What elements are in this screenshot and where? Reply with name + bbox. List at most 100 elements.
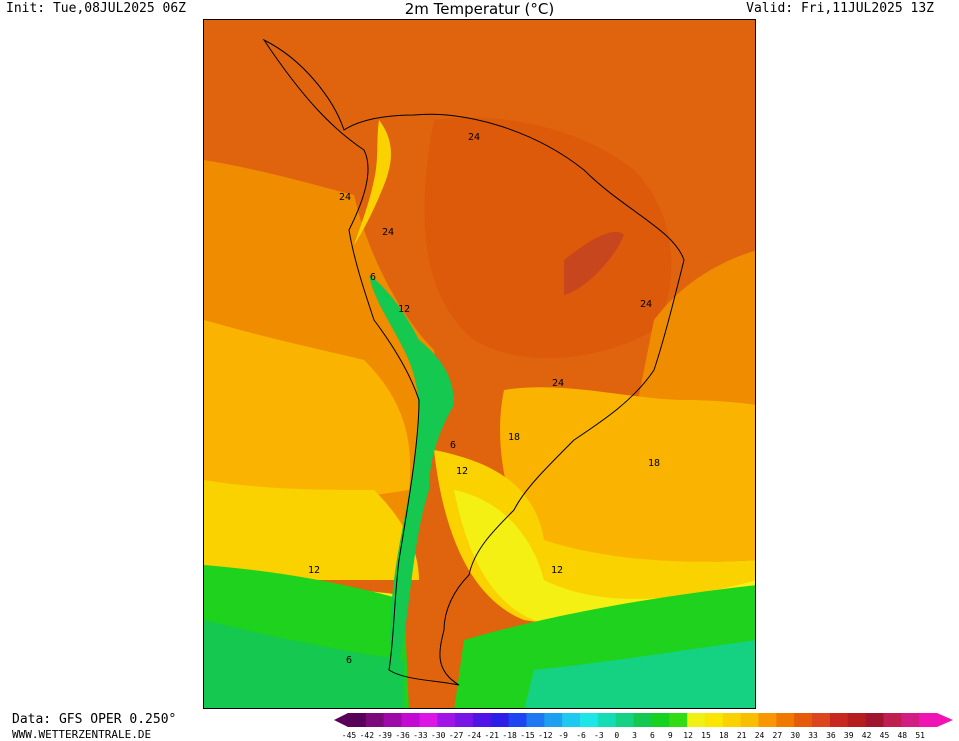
zone-3-east	[524, 640, 755, 708]
legend-swatch	[508, 713, 527, 727]
contour-label: 24	[468, 132, 480, 143]
legend-swatch	[348, 713, 367, 727]
contour-label: 24	[552, 378, 564, 389]
color-legend: -45 -42 -39 -36 -33 -30 -27 -24 -21 -18 -15 -12 -9 -6…	[334, 713, 953, 740]
legend-tick-label: -24	[467, 731, 482, 740]
legend-swatch	[544, 713, 563, 727]
legend-tick-label: -36	[395, 731, 410, 740]
legend-tick-label: -18	[502, 731, 517, 740]
legend-swatch	[883, 713, 902, 727]
legend-swatch	[669, 713, 688, 727]
legend-tick-label: -45	[342, 731, 357, 740]
zone-21-east	[500, 387, 755, 563]
legend-swatch	[383, 713, 403, 727]
site-url: WWW.WETTERZENTRALE.DE	[12, 728, 152, 741]
legend-swatch	[740, 713, 760, 727]
legend-tick-label: 0	[614, 731, 619, 740]
zone-18-west	[204, 480, 419, 580]
legend-tick-label: -6	[576, 731, 586, 740]
legend-tick-label: 21	[737, 731, 747, 740]
legend-tick-label: 42	[862, 731, 872, 740]
temperature-map: 24 24 24 6 12 24 24 18 6 12 18 12 12 6	[203, 19, 756, 709]
legend-swatch	[580, 713, 599, 727]
legend-tick-label: 3	[632, 731, 637, 740]
legend-swatch	[490, 713, 510, 727]
legend-tick-label: 45	[880, 731, 890, 740]
legend-tick-label: -3	[594, 731, 604, 740]
legend-swatch	[722, 713, 742, 727]
andes-north	[354, 120, 391, 245]
legend-tick-label: 9	[668, 731, 673, 740]
continent-outline	[262, 38, 685, 686]
legend-swatch	[437, 713, 456, 727]
zone-30	[564, 231, 624, 295]
legend-tick-label: -39	[377, 731, 392, 740]
legend-swatches	[334, 713, 953, 727]
legend-swatch	[829, 713, 849, 727]
legend-tick-label: 27	[773, 731, 783, 740]
legend-swatch	[812, 713, 831, 727]
legend-swatch	[526, 713, 545, 727]
legend-tick-label: 30	[790, 731, 800, 740]
zone-3-west	[204, 620, 404, 708]
legend-swatch	[419, 713, 438, 727]
legend-swatch	[794, 713, 813, 727]
legend-swatch	[687, 713, 706, 727]
legend-tick-label: 15	[701, 731, 711, 740]
contour-label: 24	[640, 299, 652, 310]
contour-label: 12	[398, 304, 410, 315]
legend-swatch	[597, 713, 617, 727]
andes-cold	[369, 275, 454, 680]
zone-24-east	[634, 250, 755, 435]
legend-swatch	[633, 713, 652, 727]
legend-swatch	[455, 713, 474, 727]
legend-tick-label: -12	[538, 731, 553, 740]
legend-tick-label: 39	[844, 731, 854, 740]
zone-27-core	[424, 117, 672, 359]
legend-tick-label: 6	[650, 731, 655, 740]
legend-swatch	[615, 713, 635, 727]
valid-time: Valid: Fri,11JUL2025 13Z	[746, 1, 934, 16]
legend-swatch	[901, 713, 920, 727]
legend-swatch	[919, 713, 938, 727]
legend-swatch	[704, 713, 724, 727]
contour-label: 6	[370, 272, 376, 283]
legend-tick-label: 48	[897, 731, 907, 740]
legend-arrow-right	[937, 713, 953, 727]
legend-tick-label: -15	[520, 731, 535, 740]
legend-tick-label: -42	[360, 731, 375, 740]
legend-tick-label: 18	[719, 731, 729, 740]
contour-label: 18	[648, 458, 660, 469]
legend-tick-label: -21	[485, 731, 500, 740]
legend-swatch	[472, 713, 492, 727]
legend-tick-label: 33	[808, 731, 818, 740]
legend-swatch	[758, 713, 777, 727]
contour-label: 18	[508, 432, 520, 443]
legend-swatch	[776, 713, 795, 727]
legend-tick-label: -33	[413, 731, 428, 740]
contour-label: 6	[450, 440, 456, 451]
legend-swatch	[847, 713, 867, 727]
legend-swatch	[365, 713, 385, 727]
init-time: Init: Tue,08JUL2025 06Z	[6, 1, 187, 16]
legend-tick-label: 12	[683, 731, 693, 740]
legend-arrow-left	[334, 713, 348, 727]
zone-21-west	[204, 320, 411, 520]
legend-tick-label: -27	[449, 731, 464, 740]
legend-swatch	[865, 713, 884, 727]
legend-tick-label: 36	[826, 731, 836, 740]
contour-label: 12	[456, 466, 468, 477]
contour-label: 12	[551, 565, 563, 576]
legend-tick-label: 24	[755, 731, 765, 740]
legend-swatch	[562, 713, 581, 727]
legend-tick-label: -9	[558, 731, 568, 740]
legend-tick-label: 51	[915, 731, 925, 740]
map-canvas: 24 24 24 6 12 24 24 18 6 12 18 12 12 6	[204, 20, 755, 708]
legend-swatch	[651, 713, 670, 727]
contour-label: 6	[346, 655, 352, 666]
legend-swatch	[401, 713, 420, 727]
zone-12-east	[454, 490, 755, 629]
map-title: 2m Temperatur (°C)	[404, 0, 555, 18]
contour-label: 24	[382, 227, 394, 238]
legend-tick-label: -30	[431, 731, 446, 740]
